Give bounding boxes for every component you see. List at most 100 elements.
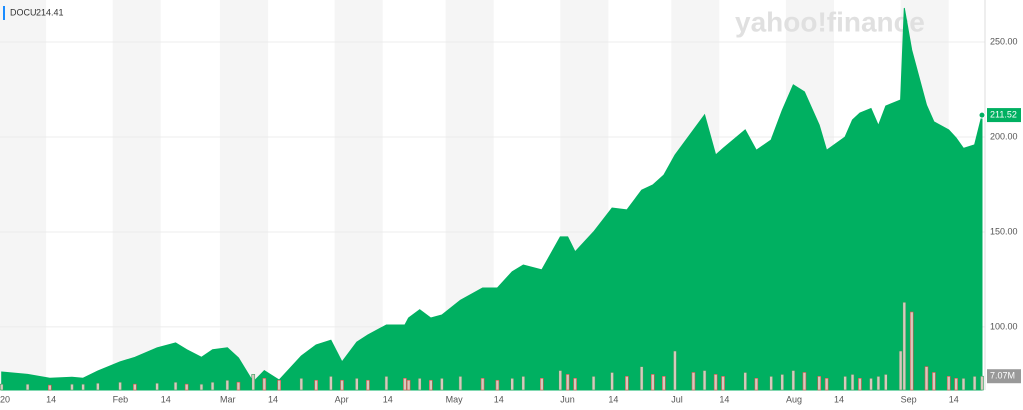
- last-price-dot: [978, 111, 986, 119]
- last-price-label: 211.52: [990, 109, 1017, 119]
- x-tick-label: Feb: [113, 394, 129, 404]
- volume-bar: [884, 374, 888, 391]
- volume-bar: [876, 376, 881, 391]
- x-tick-label: 14: [719, 394, 729, 404]
- volume-bar: [932, 372, 936, 391]
- x-tick-label: May: [446, 394, 464, 404]
- volume-bar: [769, 376, 773, 391]
- volume-bar: [743, 372, 748, 391]
- last-volume-label: 7.07M: [990, 371, 1015, 381]
- volume-bar: [691, 372, 696, 391]
- volume-bar: [898, 350, 903, 391]
- volume-bar: [573, 377, 577, 391]
- volume-bar: [236, 381, 241, 391]
- volume-bar: [199, 383, 204, 391]
- volume-bar: [713, 374, 718, 391]
- period-band: [112, 0, 161, 390]
- volume-bar: [662, 376, 666, 391]
- volume-bar: [558, 370, 563, 391]
- x-tick-label: 20: [0, 394, 10, 404]
- volume-bar: [495, 379, 500, 391]
- period-band: [219, 0, 269, 390]
- volume-bar: [591, 376, 596, 391]
- volume-bar: [721, 376, 725, 391]
- x-tick-label: Jul: [671, 394, 683, 404]
- volume-bar: [277, 379, 281, 391]
- volume-bar: [47, 384, 52, 391]
- volume-bar: [81, 383, 85, 391]
- volume-bar: [417, 377, 422, 391]
- watermark: yahoo!finance: [735, 6, 925, 37]
- x-tick-label: 14: [834, 394, 844, 404]
- volume-bar: [521, 376, 526, 391]
- volume-bar: [824, 377, 829, 391]
- x-tick-label: 14: [383, 394, 393, 404]
- volume-bar: [924, 366, 929, 391]
- y-tick-label: 150.00: [990, 226, 1018, 236]
- legend-value: 214.41: [36, 7, 64, 17]
- x-tick-label: 14: [608, 394, 618, 404]
- y-tick-label: 200.00: [990, 131, 1018, 141]
- volume-bar: [366, 379, 370, 391]
- volume-bar: [406, 379, 411, 391]
- volume-bar: [702, 370, 707, 391]
- volume-bar: [480, 377, 485, 391]
- volume-bar: [902, 301, 907, 391]
- volume-bar: [340, 379, 344, 391]
- volume-bar: [155, 382, 159, 391]
- volume-bar: [510, 377, 514, 391]
- volume-bar: [780, 374, 785, 391]
- y-tick-label: 100.00: [990, 321, 1018, 331]
- volume-bar: [210, 381, 215, 391]
- volume-bar: [850, 374, 855, 391]
- volume-bar: [610, 372, 614, 391]
- volume-bar: [0, 383, 4, 391]
- period-band: [334, 0, 383, 390]
- volume-bar: [565, 374, 570, 391]
- volume-bar: [791, 370, 796, 391]
- y-tick-label: 250.00: [990, 36, 1018, 46]
- volume-bar: [314, 379, 318, 391]
- volume-bar: [673, 350, 677, 391]
- volume-bar: [299, 377, 304, 391]
- volume-bar: [25, 383, 30, 391]
- x-tick-label: Jun: [560, 394, 575, 404]
- x-tick-label: 14: [161, 394, 171, 404]
- volume-bar: [972, 376, 977, 391]
- last-volume-tag: [987, 369, 1021, 384]
- volume-bar: [251, 374, 256, 391]
- volume-bar: [70, 383, 74, 391]
- volume-bar: [961, 377, 966, 391]
- period-band: [0, 0, 47, 390]
- volume-bar: [754, 377, 759, 391]
- volume-bar: [355, 377, 359, 391]
- volume-bar: [802, 372, 807, 391]
- last-price-tag: [987, 108, 1021, 123]
- x-tick-label: 14: [949, 394, 959, 404]
- legend-swatch: [3, 6, 5, 20]
- price-area: [1, 7, 983, 391]
- volume-bar: [869, 377, 873, 391]
- volume-bar: [403, 377, 407, 391]
- volume-bar: [980, 375, 984, 391]
- legend-symbol: DOCU: [10, 7, 37, 17]
- x-tick-label: 14: [268, 394, 278, 404]
- volume-bar: [639, 366, 644, 391]
- volume-bar: [458, 376, 463, 391]
- x-tick-label: Sep: [901, 394, 917, 404]
- volume-bar: [133, 383, 137, 391]
- x-tick-label: 14: [494, 394, 504, 404]
- volume-bar: [262, 377, 267, 391]
- volume-bar: [96, 382, 100, 391]
- volume-bar: [173, 381, 178, 391]
- volume-bar: [817, 376, 822, 391]
- volume-bar: [184, 383, 189, 391]
- volume-bar: [225, 379, 230, 391]
- volume-bar: [909, 311, 914, 391]
- x-tick-label: 14: [46, 394, 56, 404]
- volume-bar: [429, 379, 433, 391]
- volume-bar: [118, 381, 122, 391]
- volume-bar: [650, 374, 655, 391]
- volume-bar: [858, 377, 862, 391]
